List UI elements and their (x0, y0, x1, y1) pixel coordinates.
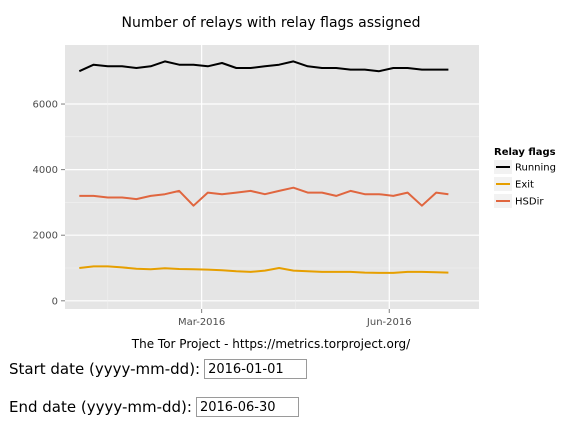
legend-label: HSDir (515, 197, 544, 208)
x-tick-label: Jun-2016 (366, 317, 412, 328)
x-axis: Mar-2016 Jun-2016 (178, 309, 412, 328)
y-tick-label: 4000 (33, 165, 58, 176)
chart-caption: The Tor Project - https://metrics.torpro… (131, 337, 411, 351)
start-date-row: Start date (yyyy-mm-dd): (9, 359, 308, 379)
chart-title: Number of relays with relay flags assign… (122, 15, 421, 31)
y-tick-label: 0 (52, 296, 58, 307)
y-tick-label: 6000 (33, 100, 58, 111)
series-line-exit (79, 265, 449, 274)
legend: Relay flags Running Exit HSDir (494, 147, 556, 208)
legend-label: Running (515, 163, 556, 174)
legend-title: Relay flags (494, 147, 556, 158)
series-line-hsdir (79, 186, 449, 207)
x-tick-label: Mar-2016 (178, 317, 225, 328)
legend-label: Exit (515, 180, 534, 191)
plot-panel (65, 45, 479, 309)
start-date-input[interactable] (204, 359, 308, 379)
series-lines (78, 60, 449, 274)
y-tick-label: 2000 (33, 231, 58, 242)
end-date-input[interactable] (195, 397, 299, 417)
end-date-row: End date (yyyy-mm-dd): (9, 397, 299, 417)
y-axis: 0 2000 4000 6000 (33, 100, 65, 307)
end-date-label: End date (yyyy-mm-dd): (9, 398, 192, 416)
relay-flags-chart: Number of relays with relay flags assign… (33, 15, 556, 351)
grid-lines (65, 45, 479, 309)
start-date-label: Start date (yyyy-mm-dd): (9, 360, 201, 378)
series-line-running (78, 60, 449, 73)
